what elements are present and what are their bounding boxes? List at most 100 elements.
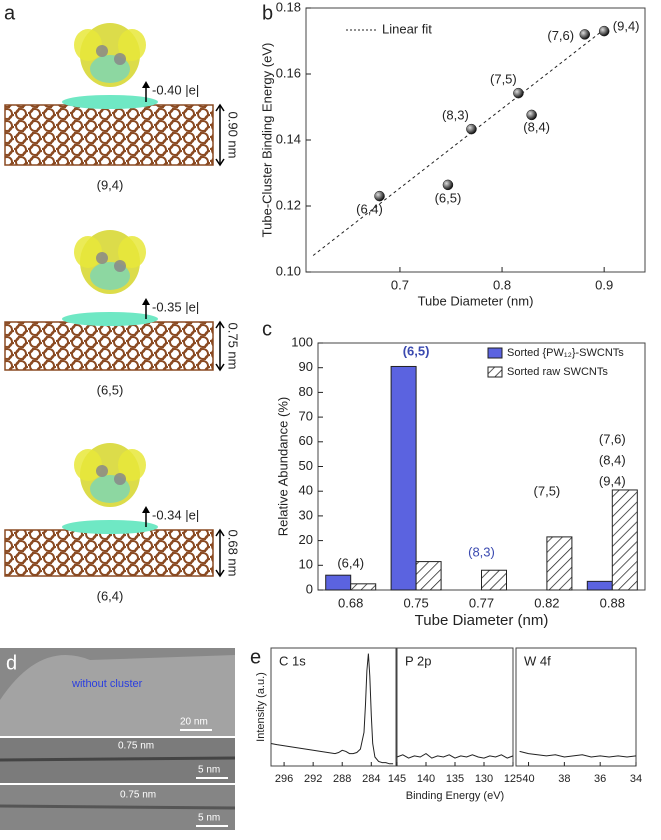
annotation: 0.75 nm xyxy=(118,741,154,752)
charge-label: -0.40 |e| xyxy=(152,82,199,97)
y-tick-label: 30 xyxy=(299,507,313,522)
x-tick-label: 0.8 xyxy=(493,277,511,292)
cluster-blob xyxy=(114,53,126,65)
x-tick-label: 38 xyxy=(558,773,570,785)
annotation: (7,5) xyxy=(534,483,561,498)
annotation: (6,5) xyxy=(403,343,430,358)
plot-frame xyxy=(270,647,397,767)
annotation: (9,4) xyxy=(599,473,626,488)
spectrum xyxy=(519,750,637,758)
y-tick-label: 60 xyxy=(299,433,313,448)
plot-frame xyxy=(515,647,637,767)
arrow-head xyxy=(215,528,225,578)
scale-label: 5 nm xyxy=(198,765,220,776)
y-tick-label: 50 xyxy=(299,458,313,473)
panel-letter: d xyxy=(6,652,17,674)
cluster-blob xyxy=(96,252,108,264)
legend-label: Sorted raw SWCNTs xyxy=(507,366,608,378)
cluster-blob xyxy=(118,236,146,268)
point xyxy=(526,109,537,121)
x-axis-label: Tube Diameter (nm) xyxy=(415,612,549,629)
point-label: (8,4) xyxy=(523,119,550,134)
plot-frame xyxy=(305,7,646,273)
tube-edge xyxy=(0,804,236,810)
tem-region xyxy=(0,648,235,700)
point xyxy=(513,87,524,99)
y-tick-label: 20 xyxy=(299,532,313,547)
x-tick-label: 34 xyxy=(630,773,642,785)
chirality-label: (9,4) xyxy=(97,177,124,192)
x-axis-label: Tube Diameter (nm) xyxy=(418,293,534,308)
panel-a: -0.40 |e| 0.90 nm (9,4) -0.35 |e| 0.75 nm (6,… xyxy=(4,23,241,603)
annotation: (6,4) xyxy=(337,555,364,570)
panel-title: W 4f xyxy=(524,653,551,668)
y-axis-label: Relative Abundance (%) xyxy=(275,397,290,536)
charge-label: -0.34 |e| xyxy=(152,507,199,522)
point-label: (7,6) xyxy=(547,28,574,43)
nanotube xyxy=(4,529,214,577)
cluster-blob xyxy=(74,236,102,268)
charge-label: -0.35 |e| xyxy=(152,299,199,314)
point xyxy=(374,190,385,202)
fit-line xyxy=(312,29,605,256)
x-tick-label: 0.88 xyxy=(600,595,625,610)
bar xyxy=(546,536,573,591)
y-tick-label: 90 xyxy=(299,359,313,374)
nanotube xyxy=(4,321,214,371)
panel-letter: a xyxy=(4,2,16,24)
charge-cloud xyxy=(62,312,158,326)
bar xyxy=(350,583,377,591)
cluster-blob xyxy=(114,260,126,272)
annotation: 0.75 nm xyxy=(120,790,156,801)
cluster-blob xyxy=(118,449,146,481)
legend-swatch xyxy=(487,347,503,359)
x-tick-label: 288 xyxy=(333,773,351,785)
bar xyxy=(586,580,613,591)
scale-label: 5 nm xyxy=(198,813,220,824)
x-tick-label: 125 xyxy=(504,773,522,785)
panel-d: d without cluster 20 nm 0.75 nm 5 nm 0.7… xyxy=(0,648,236,830)
x-tick-label: 296 xyxy=(275,773,293,785)
y-tick-label: 0 xyxy=(306,581,313,596)
panel-title: P 2p xyxy=(405,653,432,668)
bar xyxy=(415,561,442,591)
point xyxy=(579,29,591,40)
y-tick-label: 0.10 xyxy=(276,263,301,278)
cluster-blob xyxy=(74,29,102,61)
cluster-blob xyxy=(96,465,108,477)
point xyxy=(466,123,477,135)
arrow-head xyxy=(142,298,150,305)
x-tick-label: 0.77 xyxy=(469,595,494,610)
x-tick-label: 0.9 xyxy=(595,277,613,292)
cluster-blob xyxy=(74,449,102,481)
y-tick-label: 70 xyxy=(299,409,313,424)
y-axis-label: Intensity (a.u.) xyxy=(255,672,267,742)
x-tick-label: 0.75 xyxy=(403,595,428,610)
arrow-head xyxy=(142,81,150,88)
x-tick-label: 135 xyxy=(446,773,464,785)
y-tick-label: 0.14 xyxy=(276,131,301,146)
bar xyxy=(611,489,638,591)
x-tick-label: 0.7 xyxy=(391,277,409,292)
y-tick-label: 0.12 xyxy=(276,197,301,212)
tem-image xyxy=(0,648,235,736)
panel-letter: c xyxy=(262,318,272,340)
spectrum xyxy=(270,653,394,765)
x-tick-label: 0.82 xyxy=(534,595,559,610)
point-label: (8,3) xyxy=(442,108,469,123)
charge-cloud xyxy=(62,520,158,534)
legend-label: Sorted {PW₁₂}-SWCNTs xyxy=(507,347,624,359)
x-tick-label: 292 xyxy=(304,773,322,785)
y-tick-label: 40 xyxy=(299,483,313,498)
spectrum xyxy=(396,752,514,759)
x-tick-label: 0.68 xyxy=(338,595,363,610)
point-label: (9,4) xyxy=(613,19,640,34)
annotation: (7,6) xyxy=(599,431,626,446)
chirality-label: (6,4) xyxy=(97,588,124,603)
legend-swatch xyxy=(487,366,503,378)
diameter-label: 0.75 nm xyxy=(226,323,241,370)
annotation: (8,3) xyxy=(468,544,495,559)
tube-edge xyxy=(0,756,236,762)
y-tick-label: 100 xyxy=(291,334,313,349)
diameter-label: 0.68 nm xyxy=(226,530,241,577)
